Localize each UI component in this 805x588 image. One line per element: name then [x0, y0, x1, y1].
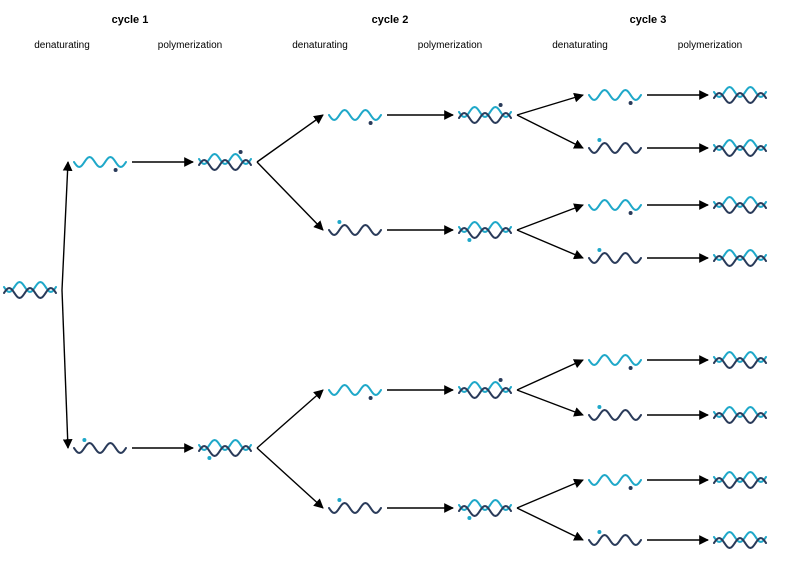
dna-d3_1	[589, 90, 641, 105]
arrow	[517, 480, 583, 508]
dna-p3_1	[714, 87, 766, 103]
arrow	[257, 390, 323, 448]
dna-p1t	[199, 150, 251, 170]
dna-d3_3	[589, 200, 641, 215]
cycle-header: cycle 3	[630, 14, 667, 26]
arrow	[517, 95, 583, 115]
arrow	[517, 205, 583, 230]
dna-d3_5	[589, 355, 641, 370]
phase-label: polymerization	[418, 40, 482, 51]
dna-p2bb	[459, 500, 511, 520]
dna-d2ba	[329, 385, 381, 400]
arrow	[257, 162, 323, 230]
dna-p3_8	[714, 532, 766, 548]
dna-p2tb	[459, 222, 511, 242]
dna-d3_8	[589, 530, 641, 545]
dna-p3_4	[714, 250, 766, 266]
arrow	[62, 162, 68, 290]
phase-label: denaturating	[292, 40, 348, 51]
dna-p1b	[199, 440, 251, 460]
dna-p3_3	[714, 197, 766, 213]
arrow	[257, 448, 323, 508]
dna-p2ta	[459, 103, 511, 123]
dna-p2ba	[459, 378, 511, 398]
arrow	[517, 230, 583, 258]
dna-p3_5	[714, 352, 766, 368]
dna-d2bb	[329, 498, 381, 513]
arrow	[517, 360, 583, 390]
dna-p3_2	[714, 140, 766, 156]
arrow	[62, 290, 68, 448]
dna-d3_6	[589, 405, 641, 420]
phase-label: denaturating	[34, 40, 90, 51]
dna-d2ta	[329, 110, 381, 125]
arrow	[517, 115, 583, 148]
dna-d1t	[74, 157, 126, 172]
dna-p3_6	[714, 407, 766, 423]
phase-label: polymerization	[158, 40, 222, 51]
dna-d3_4	[589, 248, 641, 263]
dna-d1b	[74, 438, 126, 453]
dna-p3_7	[714, 472, 766, 488]
arrow	[517, 390, 583, 415]
diagram-svg	[0, 0, 805, 588]
dna-d3_7	[589, 475, 641, 490]
phase-label: denaturating	[552, 40, 608, 51]
dna-d3_2	[589, 138, 641, 153]
dna-d2tb	[329, 220, 381, 235]
arrow	[257, 115, 323, 162]
cycle-header: cycle 2	[372, 14, 409, 26]
arrow	[517, 508, 583, 540]
cycle-header: cycle 1	[112, 14, 149, 26]
dna-root	[4, 282, 56, 298]
phase-label: polymerization	[678, 40, 742, 51]
